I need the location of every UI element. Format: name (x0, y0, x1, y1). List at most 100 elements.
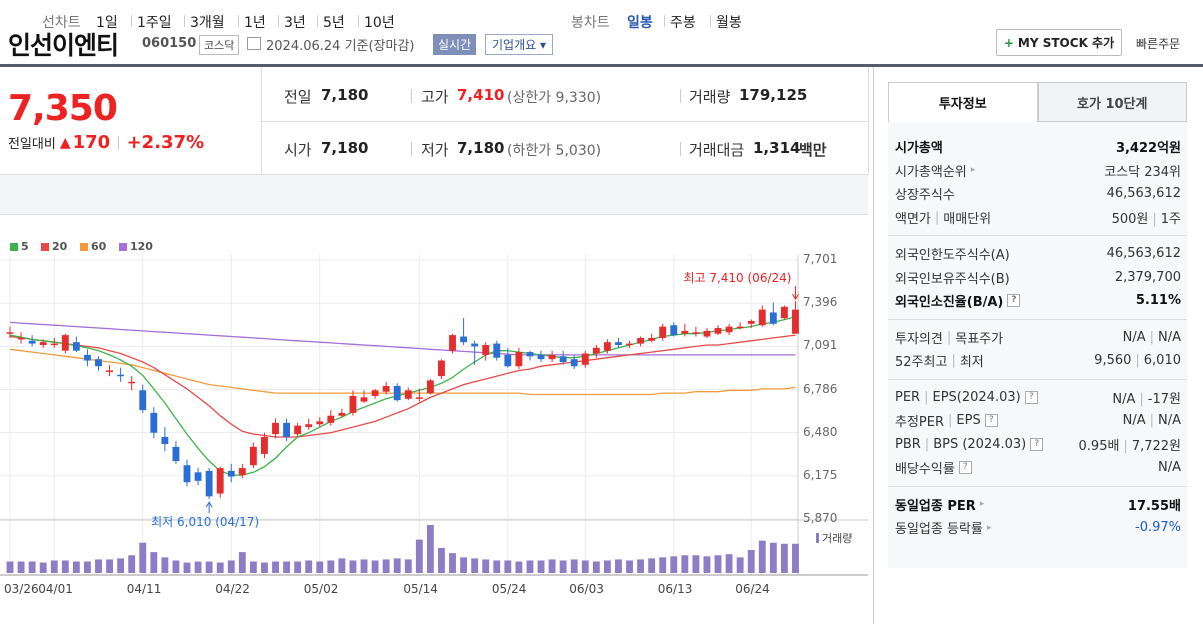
candle-period-3[interactable]: 월봉 (716, 15, 742, 31)
volume-bar (603, 560, 611, 573)
high-annotation: 최고 7,410 (06/24) (683, 271, 791, 285)
volume-bar (449, 553, 456, 573)
candle-period-2[interactable]: 주봉 (670, 15, 696, 31)
volume-bar (161, 557, 169, 573)
info-label-text: 동일업종 등락률 (895, 522, 983, 537)
info-label-text: 시가총액 (895, 141, 943, 156)
realtime-button[interactable]: 실시간 (433, 34, 477, 55)
help-icon[interactable]: ? (1007, 294, 1021, 307)
volume-bar (515, 561, 523, 573)
candle (603, 342, 611, 351)
info-row: 상장주식수 46,563,612 (895, 182, 1181, 205)
add-my-stock-button[interactable]: + MY STOCK 추가 (996, 29, 1122, 56)
volume-bar (72, 561, 80, 573)
volume-bar (95, 559, 102, 573)
period-2[interactable]: 1주일 (137, 15, 172, 31)
volume-bar (261, 562, 268, 573)
volume-bar (17, 561, 25, 573)
volume-bar (128, 555, 136, 573)
tab-invest-info[interactable]: 투자정보 (888, 82, 1038, 122)
quote-divider (261, 67, 262, 174)
x-tick-label: 03/26 (4, 582, 39, 596)
value-separator: | (1149, 413, 1154, 428)
info-label-text: 52주최고 (895, 355, 948, 370)
candle (681, 330, 689, 334)
candle (28, 340, 36, 344)
right-panel-tabs: 투자정보 호가 10단계 (888, 82, 1187, 122)
info-value-text: 코스닥 234위 (1104, 164, 1181, 180)
period-separator (131, 15, 132, 27)
legend-ma-120: 120 (119, 240, 153, 253)
candle (504, 354, 512, 367)
period-4[interactable]: 1년 (244, 15, 266, 31)
price-chart[interactable]: 최고 7,410 (06/24) 최저 6,010 (04/17) (0, 255, 868, 600)
company-overview-dropdown[interactable]: 기업개요 ▾ (485, 34, 554, 55)
candle (205, 470, 213, 497)
period-6[interactable]: 5년 (323, 15, 345, 31)
info-label: 시가총액순위 ▸ (895, 161, 975, 180)
volume-bar (758, 540, 766, 573)
info-row: PER | EPS(2024.03)? N/A | -17원 (895, 386, 1181, 409)
legend-label: 20 (52, 240, 68, 253)
info-row: 투자의견 | 목표주가 N/A | N/A (895, 326, 1181, 349)
value-separator: | (1123, 438, 1128, 454)
info-value-text: N/A (1112, 391, 1136, 407)
help-icon[interactable]: ? (1024, 390, 1038, 404)
label-separator: | (924, 389, 929, 405)
x-tick-label: 04/22 (215, 582, 250, 596)
info-label-text: 동일업종 PER (895, 498, 976, 514)
period-5[interactable]: 3년 (284, 15, 306, 31)
info-value-text: 46,563,612 (1106, 186, 1181, 201)
tab-orderbook[interactable]: 호가 10단계 (1037, 82, 1187, 122)
volume-bar (139, 542, 147, 573)
candle-period-1[interactable]: 일봉 (627, 15, 653, 31)
period-1[interactable]: 1일 (96, 15, 118, 31)
plus-icon: + (1003, 35, 1014, 50)
info-label: 배당수익률? (895, 458, 972, 477)
caret-right-icon[interactable]: ▸ (979, 499, 985, 509)
caret-right-icon[interactable]: ▸ (986, 522, 992, 533)
add-my-stock-label: MY STOCK 추가 (1017, 36, 1115, 50)
help-icon[interactable]: ? (958, 461, 972, 474)
amount-unit: 백만 (799, 141, 827, 159)
x-tick-label: 05/24 (491, 582, 527, 596)
candle (460, 336, 468, 343)
info-row: 외국인보유주식수(B) 2,379,700 (895, 266, 1181, 289)
company-overview-label: 기업개요 (492, 38, 537, 52)
candle (272, 422, 279, 435)
volume-bar (703, 556, 711, 573)
period-3[interactable]: 3개월 (190, 15, 225, 31)
volume-bar (349, 560, 357, 573)
period-separator (358, 15, 359, 27)
fast-order-button[interactable]: 빠른주문 (1136, 37, 1181, 51)
volume-bar (747, 550, 755, 573)
volume-bar (305, 560, 313, 573)
info-label: 외국인한도주식수(A) (895, 244, 1010, 263)
help-icon[interactable]: ? (1030, 437, 1044, 451)
candle (515, 352, 523, 367)
info-value-text-2: -17원 (1147, 391, 1181, 407)
x-tick-label: 06/13 (657, 582, 693, 596)
info-label-text: 외국인한도주식수(A) (895, 248, 1010, 263)
period-7[interactable]: 10년 (364, 15, 395, 31)
volume-bar (592, 561, 600, 573)
volume-bar (327, 560, 335, 573)
candle (172, 446, 180, 462)
amount-value: 1,314 (753, 139, 801, 157)
info-label: 동일업종 등락률 ▸ (895, 518, 991, 537)
info-section-divider (888, 235, 1187, 236)
candle (283, 422, 291, 437)
help-icon[interactable]: ? (984, 414, 998, 427)
calendar-icon (247, 37, 261, 50)
info-value-text: 46,563,612 (1106, 246, 1181, 261)
info-label-text: 추정PER (895, 415, 945, 430)
info-section-divider (888, 318, 1187, 320)
candle (84, 354, 91, 361)
volume-bar (681, 555, 689, 573)
y-tick-label: 5,870 (803, 511, 838, 525)
low-arrow-head (205, 501, 213, 508)
caret-right-icon[interactable]: ▸ (970, 165, 976, 175)
legend-label: 60 (91, 240, 107, 253)
volume-bar (537, 560, 545, 573)
volume-bar (659, 557, 667, 573)
